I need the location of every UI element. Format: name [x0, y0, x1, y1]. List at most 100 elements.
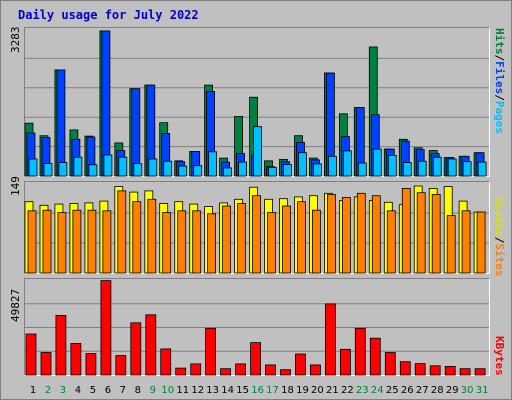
kbytes-bar: [429, 365, 441, 376]
sites-bar: [57, 212, 67, 274]
pages-bar: [148, 158, 158, 177]
sites-bar: [311, 209, 321, 274]
sites-bar: [42, 209, 52, 274]
pages-bar: [223, 167, 233, 177]
sites-bar: [297, 201, 306, 274]
day-label: 10: [161, 385, 174, 396]
kbytes-bar: [295, 353, 306, 376]
kbytes-bar: [205, 327, 217, 376]
sites-bar: [87, 209, 97, 274]
day-label: 13: [206, 385, 219, 396]
kbytes-bar: [160, 348, 172, 376]
day-label: 29: [446, 385, 459, 396]
day-label: 27: [416, 385, 429, 396]
kbytes-bar: [220, 368, 232, 376]
kbytes-bar: [459, 368, 471, 376]
sites-bar: [267, 212, 276, 274]
pages-bar: [268, 167, 277, 177]
kbytes-bar: [145, 314, 157, 376]
pages-bar: [118, 156, 128, 177]
pages-bar: [477, 161, 487, 177]
sites-bar: [341, 197, 351, 274]
sites-bar: [252, 195, 262, 274]
kbytes-bar: [175, 367, 187, 376]
pages-bar: [73, 156, 83, 177]
kbytes-bar: [25, 333, 37, 376]
day-label: 26: [401, 385, 414, 396]
sites-bar: [476, 211, 486, 274]
sites-bar: [72, 209, 82, 274]
sites-bar: [446, 215, 456, 274]
kbytes-bar: [339, 348, 351, 376]
day-label: 16: [251, 385, 264, 396]
day-label: 9: [150, 385, 156, 396]
sites-bar: [461, 210, 471, 274]
sites-bar: [192, 210, 202, 274]
day-label: 1: [30, 385, 36, 396]
kbytes-bar: [414, 363, 426, 376]
files-bar: [131, 88, 141, 177]
sites-bar: [222, 205, 232, 274]
pages-bar: [208, 151, 218, 177]
pages-bar: [58, 162, 68, 177]
pages-bar: [312, 163, 322, 177]
pages-bar: [462, 161, 472, 177]
kbytes-bar: [130, 322, 142, 376]
day-label: 21: [326, 385, 339, 396]
day-label: 15: [236, 385, 249, 396]
pages-bar: [133, 163, 143, 177]
day-label: 23: [356, 385, 369, 396]
day-label: 4: [75, 385, 81, 396]
kbytes-bar: [354, 327, 366, 376]
day-label: 18: [281, 385, 294, 396]
sites-bar: [431, 194, 441, 274]
day-label: 25: [386, 385, 399, 396]
files-bar: [101, 30, 111, 177]
pages-bar: [357, 162, 367, 177]
day-label: 30: [461, 385, 474, 396]
pages-bar: [283, 163, 292, 177]
pages-bar: [163, 160, 173, 177]
day-label: 14: [221, 385, 234, 396]
pages-bar: [372, 148, 382, 177]
kbytes-panel: [24, 278, 490, 376]
kbytes-bar: [399, 361, 411, 376]
kbytes-bar: [115, 355, 127, 376]
pages-bar: [238, 161, 248, 177]
kbytes-bar: [384, 352, 396, 376]
visitors-panel: [24, 181, 490, 274]
kbytes-bar: [70, 343, 82, 376]
sites-bar: [207, 213, 217, 274]
day-label: 24: [371, 385, 384, 396]
day-label: 3: [60, 385, 66, 396]
pages-bar: [342, 150, 352, 177]
kbytes-bar: [324, 303, 336, 376]
pages-bar: [103, 154, 113, 177]
day-label: 19: [296, 385, 309, 396]
pages-bar: [327, 155, 337, 177]
pages-bar: [387, 154, 397, 177]
pages-bar: [43, 163, 53, 177]
kbytes-bar: [55, 315, 67, 376]
day-label: 17: [266, 385, 279, 396]
day-label: 28: [431, 385, 444, 396]
pages-bar: [193, 165, 203, 177]
sites-bar: [147, 198, 157, 274]
kbytes-bar: [444, 365, 456, 376]
sites-bar: [386, 210, 396, 274]
pages-bar: [178, 165, 188, 177]
kbytes-bar: [309, 364, 321, 376]
day-label: 2: [45, 385, 51, 396]
kbytes-bar: [280, 369, 291, 376]
pages-bar: [432, 156, 442, 177]
kbytes-bar: [100, 280, 112, 376]
sites-bar: [282, 205, 291, 274]
day-label: 20: [311, 385, 324, 396]
sites-bar: [356, 192, 366, 274]
sites-bar: [177, 210, 187, 274]
pages-bar: [298, 152, 307, 177]
sites-bar: [416, 192, 426, 274]
sites-bar: [371, 195, 381, 274]
sites-bar: [102, 210, 112, 274]
day-label: 22: [341, 385, 354, 396]
